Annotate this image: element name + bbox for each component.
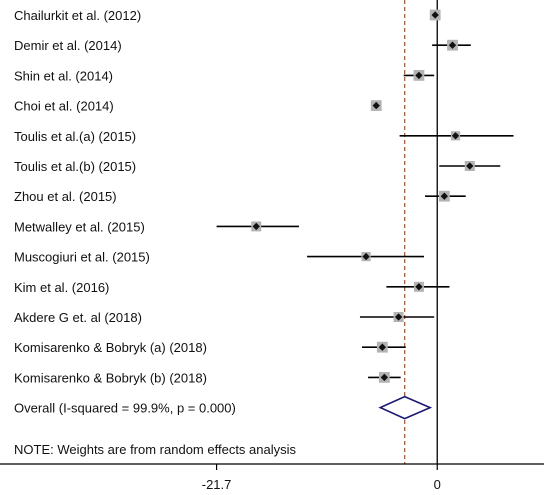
point-estimate: [448, 41, 457, 49]
point-estimate: [252, 222, 260, 231]
point-estimate: [415, 71, 423, 80]
overall-diamond: [378, 395, 433, 420]
weights-note: NOTE: Weights are from random effects an…: [14, 442, 297, 457]
study-label: Komisarenko & Bobryk (a) (2018): [14, 340, 207, 355]
study-label: Muscogiuri et al. (2015): [14, 250, 150, 265]
study-labels: Chailurkit et al. (2012) Demir et al. (20…: [14, 8, 207, 385]
point-estimate: [394, 313, 403, 321]
point-estimate: [466, 162, 474, 170]
study-label: Akdere G et. al (2018): [14, 310, 142, 325]
study-label: Toulis et al.(a) (2015): [14, 129, 136, 144]
point-estimate: [415, 283, 423, 291]
point-estimate: [431, 11, 439, 19]
point-estimate: [380, 373, 389, 382]
study-marks: [216, 0, 514, 464]
x-tick-label: -21.7: [202, 477, 232, 492]
study-label: Shin et al. (2014): [14, 68, 113, 83]
point-estimate: [378, 343, 387, 351]
overall-row: Overall (I-squared = 99.9%, p = 0.000) NO…: [14, 395, 433, 457]
study-label: Demir et al. (2014): [14, 38, 122, 53]
x-tick-label: 0: [434, 477, 441, 492]
study-label: Komisarenko & Bobryk (b) (2018): [14, 370, 207, 385]
study-label: Toulis et al.(b) (2015): [14, 159, 136, 174]
point-estimate: [362, 252, 370, 261]
overall-label: Overall (I-squared = 99.9%, p = 0.000): [14, 401, 236, 416]
study-label: Metwalley et al. (2015): [14, 219, 145, 234]
point-estimate: [372, 101, 380, 110]
study-label: Kim et al. (2016): [14, 280, 109, 295]
study-label: Choi et al. (2014): [14, 99, 114, 114]
study-label: Zhou et al. (2015): [14, 189, 117, 204]
x-axis: -21.7 0: [0, 463, 544, 492]
study-label: Chailurkit et al. (2012): [14, 8, 141, 23]
